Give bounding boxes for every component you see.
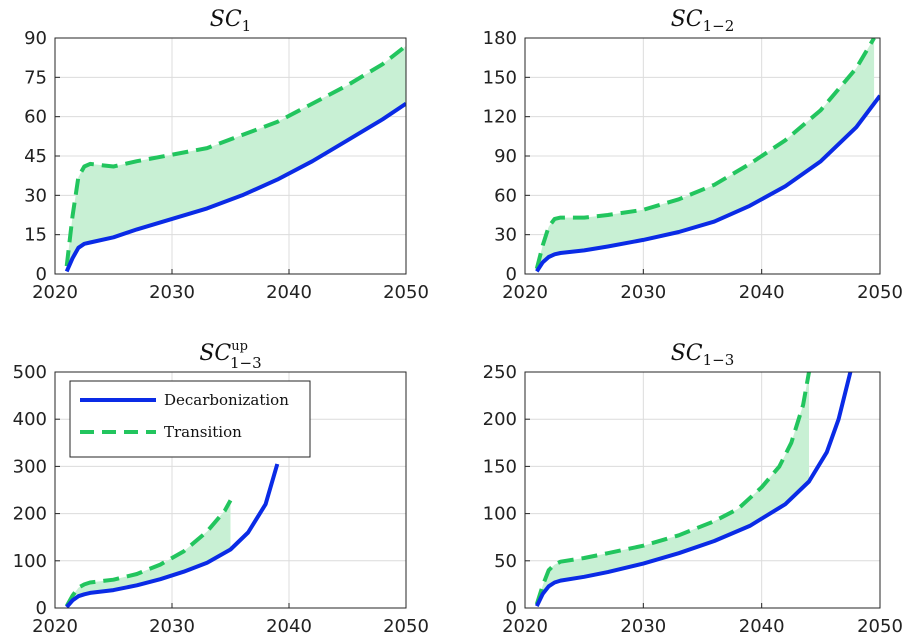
x-tick-label: 2050: [383, 282, 429, 303]
axes-frame: [54, 371, 407, 609]
chart-title: SC1: [210, 7, 251, 35]
x-tick-label: 2050: [383, 616, 429, 637]
y-tick-label: 200: [483, 409, 517, 430]
y-tick-label: 300: [13, 456, 47, 477]
title-base: SC: [671, 341, 703, 366]
transition-line: [64, 44, 406, 267]
y-tick-label: 150: [483, 456, 517, 477]
y-tick-label: 0: [506, 264, 517, 285]
y-tick-label: 30: [24, 185, 47, 206]
y-tick-label: 120: [483, 107, 517, 128]
y-tick-label: 45: [24, 146, 47, 167]
x-tick-label: 2020: [502, 282, 548, 303]
gap-band: [66, 45, 406, 272]
title-base: SC: [210, 7, 242, 32]
title-base: SC: [199, 341, 231, 366]
plot-area: [64, 463, 280, 608]
x-tick-label: 2040: [266, 282, 312, 303]
axes-frame: [524, 371, 881, 609]
gap-band: [66, 500, 231, 608]
plot-area: [534, 38, 880, 273]
transition-line: [64, 499, 233, 608]
y-tick-label: 15: [24, 225, 47, 246]
y-tick-label: 180: [483, 28, 517, 49]
title-base: SC: [671, 7, 703, 32]
y-tick-label: 100: [483, 504, 517, 525]
x-tick-label: 2030: [149, 282, 195, 303]
y-tick-label: 50: [494, 551, 517, 572]
y-tick-label: 200: [13, 504, 47, 525]
gap-band: [536, 38, 875, 272]
title-superscript: up: [231, 339, 248, 354]
panel-sc1: 2020 2030 2040 2050 0 15 30 45 60 75 90 SC1: [24, 7, 429, 303]
y-tick-label: 60: [24, 107, 47, 128]
x-tick-label: 2030: [620, 616, 666, 637]
y-tick-label: 100: [13, 551, 47, 572]
x-tick-label: 2020: [502, 616, 548, 637]
legend-transition-label: Transition: [164, 423, 242, 441]
decarbonization-line: [64, 101, 406, 273]
panel-sc1-3-up: 2020 2030 2040 2050 0 100 200 300 400 500 SCup 1−3: [13, 339, 429, 637]
y-tick-label: 0: [36, 598, 47, 619]
transition-line: [534, 372, 811, 605]
x-tick-label: 2040: [739, 616, 785, 637]
y-tick-label: 0: [36, 264, 47, 285]
title-subscript: 1: [242, 17, 252, 35]
x-tick-label: 2040: [739, 282, 785, 303]
panel-sc1-2: 2020 2030 2040 2050 0 30 60 90 120 150 180 SC1−2: [483, 7, 903, 303]
plot-area: [64, 44, 406, 273]
y-tick-label: 90: [24, 28, 47, 49]
title-subscript: 1−3: [703, 351, 735, 369]
y-tick-label: 60: [494, 185, 517, 206]
x-tick-label: 2030: [620, 282, 666, 303]
decarbonization-line: [535, 372, 853, 607]
gap-band: [536, 372, 809, 607]
y-tick-label: 150: [483, 67, 517, 88]
legend-box: [69, 380, 311, 458]
x-tick-label: 2050: [857, 282, 903, 303]
chart-title: SCup 1−3: [199, 339, 261, 372]
legend: Decarbonization Transition: [69, 380, 311, 458]
x-tick-label: 2040: [266, 616, 312, 637]
title-subscript: 1−3: [230, 354, 262, 372]
decarbonization-line: [65, 463, 280, 608]
y-tick-label: 400: [13, 409, 47, 430]
x-tick-label: 2050: [857, 616, 903, 637]
y-tick-label: 250: [483, 362, 517, 383]
title-subscript: 1−2: [703, 17, 735, 35]
decarbonization-line: [535, 94, 880, 273]
chart-title: SC1−3: [671, 341, 735, 369]
plot-area: [534, 372, 853, 607]
y-tick-label: 0: [506, 598, 517, 619]
y-tick-label: 500: [13, 362, 47, 383]
y-tick-label: 90: [494, 146, 517, 167]
legend-decarbonization-label: Decarbonization: [164, 391, 289, 409]
panel-sc1-3: 2020 2030 2040 2050 0 50 100 150 200 250 SC1−3: [483, 341, 903, 637]
chart-title: SC1−2: [671, 7, 735, 35]
x-tick-label: 2030: [149, 616, 195, 637]
x-tick-label: 2020: [32, 616, 78, 637]
y-tick-label: 30: [494, 225, 517, 246]
x-tick-label: 2020: [32, 282, 78, 303]
y-tick-label: 75: [24, 67, 47, 88]
